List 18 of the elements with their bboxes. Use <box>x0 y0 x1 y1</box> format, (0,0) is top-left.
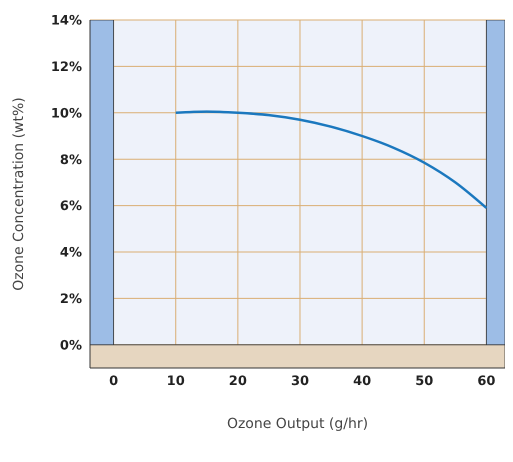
x-tick-label: 30 <box>290 374 310 390</box>
x-tick-label: 60 <box>477 374 496 390</box>
x-tick-label: 10 <box>166 374 185 390</box>
x-tick-label: 20 <box>228 374 247 390</box>
y-tick-label: 12% <box>50 60 82 76</box>
x-axis-title: Ozone Output (g/hr) <box>226 416 368 432</box>
y-tick-label: 0% <box>60 338 82 354</box>
y-tick-label: 10% <box>50 106 82 122</box>
y-tick-label: 14% <box>50 14 82 29</box>
x-tick-label: 40 <box>353 374 372 390</box>
y-tick-label: 2% <box>60 292 82 308</box>
y-tick-label: 6% <box>60 199 82 214</box>
x-tick-label: 0 <box>109 374 118 390</box>
x-tick-label: 50 <box>415 374 434 390</box>
y-axis-title: Ozone Concentration (wt%) <box>10 97 27 291</box>
y-tick-label: 8% <box>60 152 82 168</box>
line-series <box>174 110 488 210</box>
y-tick-label: 4% <box>60 246 82 261</box>
